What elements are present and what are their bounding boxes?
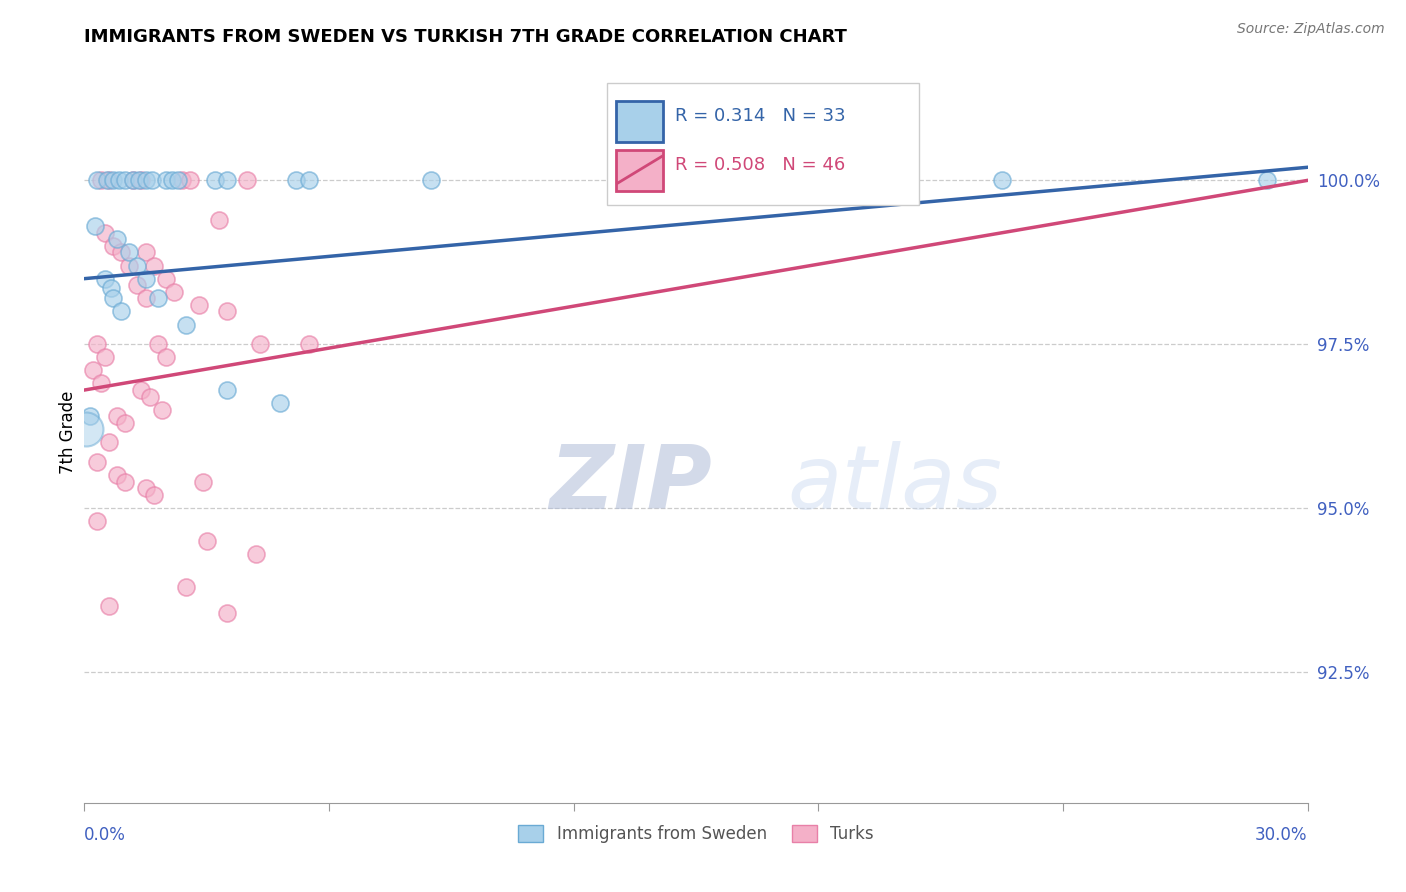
Point xyxy=(155,173,177,187)
Point xyxy=(97,173,120,187)
Point xyxy=(991,173,1014,187)
Point xyxy=(105,468,128,483)
Point xyxy=(204,173,226,187)
Point xyxy=(138,390,160,404)
Point xyxy=(191,475,214,489)
Point xyxy=(86,173,108,187)
Text: R = 0.314   N = 33: R = 0.314 N = 33 xyxy=(675,107,846,125)
Point xyxy=(135,481,157,495)
Text: R = 0.508   N = 46: R = 0.508 N = 46 xyxy=(675,156,845,175)
Point xyxy=(86,514,108,528)
Point xyxy=(217,383,239,397)
Text: Source: ZipAtlas.com: Source: ZipAtlas.com xyxy=(1237,22,1385,37)
Point xyxy=(285,173,308,187)
Point xyxy=(75,422,97,436)
Point xyxy=(135,173,157,187)
Point xyxy=(90,173,112,187)
Point xyxy=(135,271,157,285)
Point xyxy=(174,318,197,332)
Point xyxy=(101,173,124,187)
FancyBboxPatch shape xyxy=(606,83,918,205)
Point xyxy=(86,455,108,469)
Point xyxy=(142,488,165,502)
Point xyxy=(101,239,124,253)
Point xyxy=(217,173,239,187)
Point xyxy=(93,271,115,285)
Point xyxy=(131,383,153,397)
Y-axis label: 7th Grade: 7th Grade xyxy=(59,391,77,475)
Point xyxy=(195,533,218,548)
Point xyxy=(122,173,145,187)
Point xyxy=(146,337,169,351)
Point xyxy=(100,281,122,295)
Point xyxy=(90,376,112,391)
Point xyxy=(86,337,108,351)
Point xyxy=(82,363,104,377)
Point xyxy=(93,226,115,240)
Point xyxy=(127,259,149,273)
Point xyxy=(105,232,128,246)
Point xyxy=(217,304,239,318)
Point xyxy=(122,173,145,187)
Point xyxy=(118,245,141,260)
Point xyxy=(245,547,267,561)
Point xyxy=(135,291,157,305)
Text: 0.0%: 0.0% xyxy=(84,826,127,844)
Point xyxy=(114,475,136,489)
FancyBboxPatch shape xyxy=(616,150,664,191)
Point xyxy=(127,278,149,293)
Text: 30.0%: 30.0% xyxy=(1256,826,1308,844)
Point xyxy=(97,599,120,614)
Point xyxy=(101,291,124,305)
Point xyxy=(155,351,177,365)
Point xyxy=(167,173,190,187)
Point xyxy=(135,245,157,260)
Point xyxy=(83,219,105,234)
Point xyxy=(1256,173,1278,187)
Point xyxy=(298,337,321,351)
FancyBboxPatch shape xyxy=(616,101,664,142)
Point xyxy=(179,173,201,187)
Point xyxy=(163,285,186,299)
Text: atlas: atlas xyxy=(787,442,1002,527)
Point xyxy=(160,173,183,187)
Point xyxy=(208,212,231,227)
Text: ZIP: ZIP xyxy=(550,441,711,528)
Point xyxy=(110,304,132,318)
Point xyxy=(108,173,131,187)
Point xyxy=(114,173,136,187)
Legend: Immigrants from Sweden, Turks: Immigrants from Sweden, Turks xyxy=(512,819,880,850)
Point xyxy=(174,580,197,594)
Point xyxy=(97,435,120,450)
Point xyxy=(269,396,291,410)
Point xyxy=(93,351,115,365)
Point xyxy=(155,271,177,285)
Point xyxy=(249,337,271,351)
Point xyxy=(142,259,165,273)
Point xyxy=(172,173,194,187)
Point xyxy=(141,173,163,187)
Point xyxy=(217,606,239,620)
Point xyxy=(110,245,132,260)
Point xyxy=(128,173,150,187)
Text: IMMIGRANTS FROM SWEDEN VS TURKISH 7TH GRADE CORRELATION CHART: IMMIGRANTS FROM SWEDEN VS TURKISH 7TH GR… xyxy=(84,28,848,45)
Point xyxy=(118,259,141,273)
Point xyxy=(298,173,321,187)
Point xyxy=(420,173,443,187)
Point xyxy=(79,409,101,424)
Point xyxy=(150,402,173,417)
Point xyxy=(187,298,209,312)
Point xyxy=(146,291,169,305)
Point xyxy=(105,409,128,424)
Point xyxy=(131,173,153,187)
Point xyxy=(96,173,118,187)
Point xyxy=(114,416,136,430)
Point xyxy=(236,173,259,187)
